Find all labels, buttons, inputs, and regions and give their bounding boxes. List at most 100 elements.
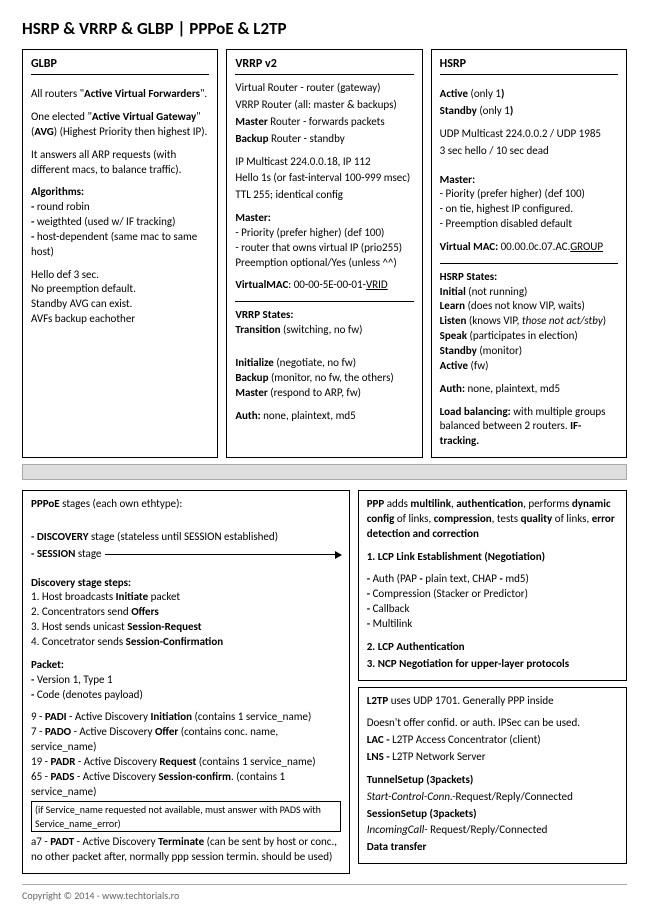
vrrp-vmac: VirtualMAC: 00-00-5E-00-01-VRID <box>235 278 413 293</box>
glbp-p1: All routers "Active Virtual Forwarders". <box>31 87 209 102</box>
t: VirtualMAC <box>235 278 288 291</box>
t: Compression (Stacker or Predictor) <box>370 587 528 600</box>
t: PADR <box>51 755 76 768</box>
pppoe-discovery: - DISCOVERY stage (stateless until SESSI… <box>31 530 341 545</box>
t: TTL 255; identical config <box>235 188 413 203</box>
bottom-row: PPPoE stages (each own ethtype): - DISCO… <box>22 490 627 874</box>
hsrp-auth: Auth: none, plaintext, md5 <box>440 382 618 397</box>
t: AVG <box>34 125 53 138</box>
pppoe-heading: PPPoE stages (each own ethtype): <box>31 497 341 512</box>
t: Doesn't offer confid. or auth. IPSec can… <box>367 716 618 731</box>
t: quality <box>521 512 553 525</box>
t: (knows VIP, <box>466 314 521 327</box>
t: ". <box>200 87 207 100</box>
t: Offer <box>155 725 178 738</box>
t: 2. LCP Authentication <box>367 640 465 653</box>
pppoe-note: (if Service_name requested not available… <box>31 801 341 832</box>
t: Master Router - forwards packets <box>235 115 413 130</box>
t: of links, <box>394 512 433 525</box>
hsrp-box: HSRP Active (only 1) Standby (only 1) UD… <box>431 49 627 458</box>
t: 00.00.0c.07.AC. <box>498 240 570 253</box>
t: plain text, CHAP <box>423 572 500 585</box>
t: VRRP States: <box>235 308 293 321</box>
t: Request/Reply/Connected <box>456 790 573 803</box>
t: 2. Concentrators send <box>31 605 131 618</box>
t: those not act/stby <box>522 314 603 327</box>
t: LAC - L2TP Access Concentrator (client) <box>367 733 618 748</box>
t: Backup <box>235 132 268 145</box>
t: , tests <box>492 512 521 525</box>
t: - router that owns virtual IP (prio255) <box>235 241 402 254</box>
t: Transition <box>235 323 280 336</box>
t: Virtual Router - router (gateway) <box>235 81 413 96</box>
t: Standby <box>440 104 480 117</box>
vrrp-box: VRRP v2 Virtual Router - router (gateway… <box>226 49 422 458</box>
t: Standby (only 1) <box>440 104 618 119</box>
divider <box>235 301 413 302</box>
t: Data transfer <box>367 840 618 855</box>
t: adds <box>384 497 410 510</box>
t: (only 1 <box>479 104 509 117</box>
t: Virtual MAC: <box>440 240 498 253</box>
t: (does not know VIP, waits) <box>465 299 585 312</box>
hsrp-lb: Load balancing: with multiple groups bal… <box>440 405 618 450</box>
t: VRID <box>366 278 388 291</box>
t: compression <box>434 512 492 525</box>
t: TunnelSetup (3packets) <box>367 773 618 788</box>
top-row: GLBP All routers "Active Virtual Forward… <box>22 49 627 458</box>
t: packet <box>148 590 180 603</box>
t: Initiate <box>116 590 149 603</box>
t: 3 sec hello / 10 sec dead <box>440 144 618 159</box>
t: Algorithms: <box>31 185 84 198</box>
t: ) <box>603 314 606 327</box>
t: - on tie, highest IP configured. <box>440 202 573 215</box>
l2tp-box: L2TP uses UDP 1701. Generally PPP inside… <box>358 687 627 865</box>
t: 19 - <box>31 755 51 768</box>
t: a7 - <box>31 835 50 848</box>
t: Version 1, Type 1 <box>34 673 112 686</box>
t: Standby AVG can exist. <box>31 297 132 310</box>
t: 2. LCP Authentication <box>367 640 618 655</box>
t: ) (Highest Priority then highest IP). <box>54 125 208 138</box>
t: Hello 1s (or fast-interval 100-999 msec) <box>235 171 413 186</box>
t: PADO <box>45 725 71 738</box>
t: LNS - L2TP Network Server <box>367 750 618 765</box>
t: Backup Router - standby <box>235 132 413 147</box>
t: 4. Concetrator sends <box>31 635 126 648</box>
glbp-p2: One elected "Active Virtual Gateway" (AV… <box>31 110 209 140</box>
t: No preemption default. <box>31 282 136 295</box>
footer: Copyright © 2014 - www.techtorials.ro <box>22 884 627 902</box>
t: Initial <box>440 285 466 298</box>
t: Router - standby <box>268 132 344 145</box>
t: (contains 1 service_name) <box>196 755 315 768</box>
t: Session-Confirmation <box>126 635 224 648</box>
hsrp-states: HSRP States: Initial (not running) Learn… <box>440 270 618 374</box>
t: IncomingCall- <box>367 823 428 836</box>
t: : 00-00-5E-00-01- <box>288 278 366 291</box>
t: uses UDP 1701. Generally PPP inside <box>388 694 553 707</box>
t: 1. LCP Link Establishment (Negotiation) <box>367 550 618 565</box>
t: One elected " <box>31 110 92 123</box>
glbp-heading: GLBP <box>31 56 209 75</box>
page-title: HSRP & VRRP & GLBP | PPPoE & L2TP <box>22 18 627 39</box>
arrow-icon <box>105 554 340 555</box>
t: Initialize <box>235 356 274 369</box>
t: 65 - <box>31 770 51 783</box>
t: Initiation <box>150 710 192 723</box>
glbp-p3: It answers all ARP requests (with differ… <box>31 148 209 178</box>
t: Active Virtual Forwarders <box>84 87 200 100</box>
page: HSRP & VRRP & GLBP | PPPoE & L2TP GLBP A… <box>0 0 649 912</box>
t: Packet: <box>31 658 64 671</box>
t: , performs <box>523 497 572 510</box>
t: Session-Request <box>127 620 201 633</box>
t: VRRP Router (all: master & backups) <box>235 98 413 113</box>
t: host-dependent (same mac to same host) <box>31 230 197 258</box>
t: Auth: <box>235 409 260 422</box>
t: 1. LCP Link Establishment (Negotiation) <box>367 550 545 563</box>
t: 9 - <box>31 710 45 723</box>
glbp-box: GLBP All routers "Active Virtual Forward… <box>22 49 218 458</box>
t: of links, <box>552 512 591 525</box>
t: round robin <box>34 200 89 213</box>
t: Backup <box>235 371 268 384</box>
t: (participates in election) <box>467 329 578 342</box>
